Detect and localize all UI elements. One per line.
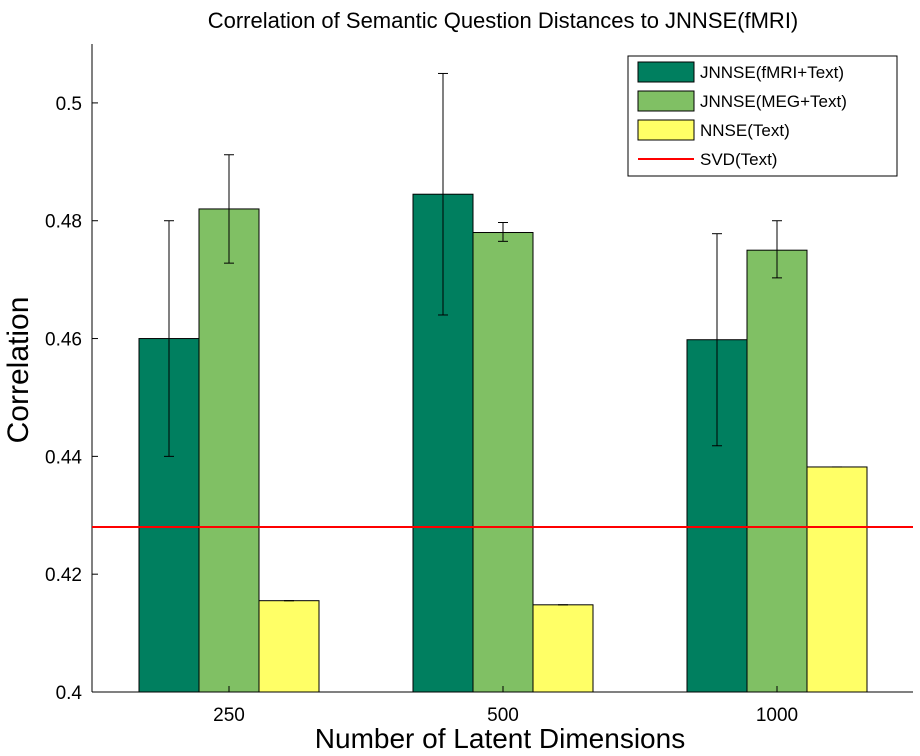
chart-title: Correlation of Semantic Question Distanc… bbox=[208, 8, 799, 33]
bar bbox=[806, 466, 868, 693]
legend-swatch bbox=[637, 119, 695, 141]
bar bbox=[198, 208, 260, 693]
x-tick-label: 1000 bbox=[756, 705, 798, 726]
x-axis-label: Number of Latent Dimensions bbox=[315, 723, 685, 754]
x-tick-label: 500 bbox=[487, 705, 519, 726]
y-tick-label: 0.42 bbox=[45, 565, 82, 586]
bar bbox=[258, 600, 320, 693]
y-tick-label: 0.44 bbox=[45, 447, 82, 468]
legend-label: SVD(Text) bbox=[700, 150, 777, 169]
bar bbox=[472, 232, 534, 693]
y-tick-label: 0.4 bbox=[56, 683, 83, 704]
x-tick-label: 250 bbox=[213, 705, 245, 726]
legend-swatch bbox=[637, 90, 695, 112]
y-tick-label: 0.46 bbox=[45, 330, 82, 351]
legend-label: JNNSE(MEG+Text) bbox=[700, 92, 847, 111]
bar bbox=[532, 604, 594, 693]
legend: JNNSE(fMRI+Text) JNNSE(MEG+Text) NNSE(Text… bbox=[627, 55, 898, 177]
bar bbox=[746, 249, 808, 693]
legend-swatch bbox=[637, 61, 695, 83]
legend-label: JNNSE(fMRI+Text) bbox=[700, 63, 844, 82]
y-tick-label: 0.48 bbox=[45, 212, 82, 233]
legend-label: NNSE(Text) bbox=[700, 121, 790, 140]
y-tick-label: 0.5 bbox=[56, 94, 82, 115]
plot-area: 0.4 0.42 0.44 0.46 0.48 0.5 250 500 1000 bbox=[45, 44, 913, 726]
y-axis-label: Correlation bbox=[2, 297, 35, 444]
